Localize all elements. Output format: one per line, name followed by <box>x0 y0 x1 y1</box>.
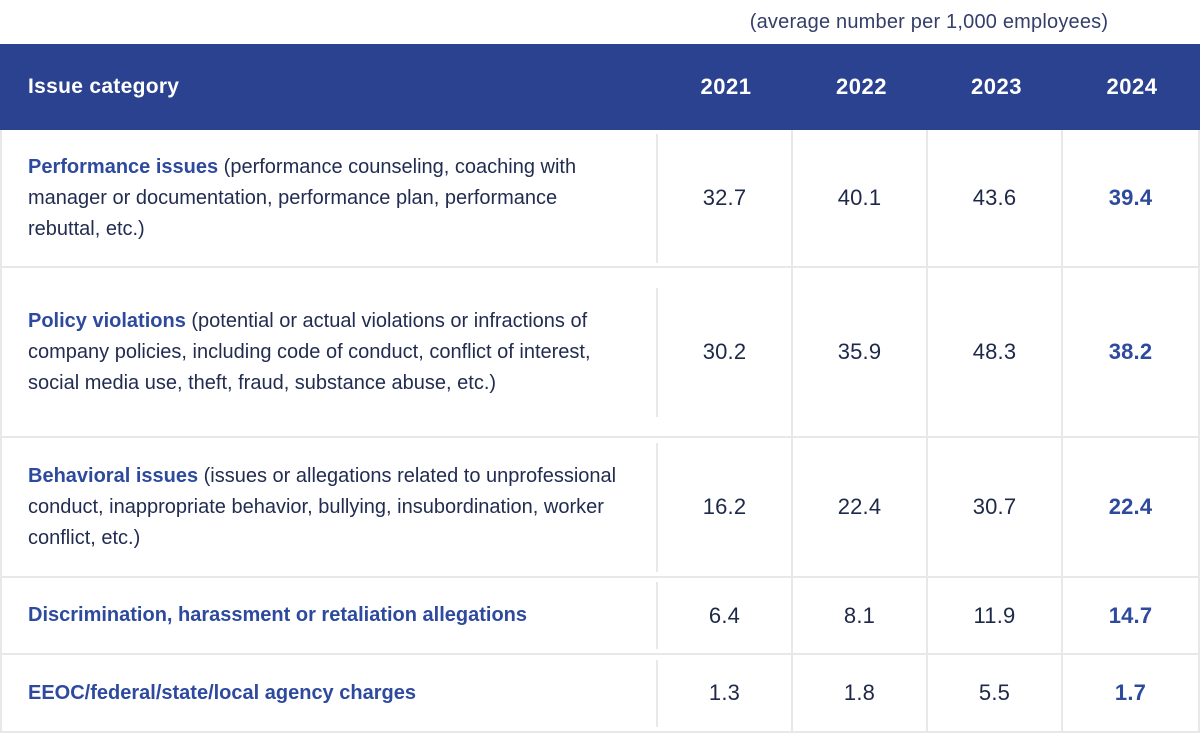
value-cell-2024: 14.7 <box>1108 602 1153 628</box>
value-cell-2021: 32.7 <box>658 130 793 266</box>
value-cell-2022: 8.1 <box>793 578 928 653</box>
value-cell-2023: 43.6 <box>928 130 1063 266</box>
value-cell-2022: 40.1 <box>793 130 928 266</box>
value-cell-2023: 30.7 <box>928 438 1063 576</box>
value-cell-2022: 1.8 <box>793 655 928 731</box>
table-header-row: Issue category 2021 2022 2023 2024 <box>0 44 1200 130</box>
column-header-year-2023: 2023 <box>971 74 1022 99</box>
value-cell-2021: 6.4 <box>658 578 793 653</box>
category-cell: Performance issues (performance counseli… <box>2 133 658 263</box>
category-cell: EEOC/federal/state/local agency charges <box>2 659 658 727</box>
value-cell-2021: 30.2 <box>658 268 793 436</box>
category-description: (performance counseling, coaching with m… <box>28 155 577 240</box>
category-cell: Behavioral issues (issues or allegations… <box>2 442 658 572</box>
column-header-issue-category: Issue category <box>28 75 180 98</box>
category-cell: Discrimination, harassment or retaliatio… <box>2 582 658 649</box>
column-header-year-2024: 2024 <box>1106 74 1158 99</box>
caption-strip: (average number per 1,000 employees) <box>0 0 1200 44</box>
category-cell: Policy violations (potential or actual v… <box>2 287 658 417</box>
value-cell-2023: 11.9 <box>928 578 1063 653</box>
table-caption: (average number per 1,000 employees) <box>749 10 1109 33</box>
category-title: Policy violations <box>28 309 186 332</box>
value-cell-2023: 5.5 <box>928 655 1063 731</box>
category-title: EEOC/federal/state/local agency charges <box>28 681 416 704</box>
table-row-performance-issues: Performance issues (performance counseli… <box>2 130 1198 268</box>
table-row-policy-violations: Policy violations (potential or actual v… <box>2 268 1198 438</box>
category-description: (issues or allegations related to unprof… <box>28 464 617 549</box>
category-title: Performance issues <box>28 155 219 178</box>
column-header-year-2021: 2021 <box>700 74 752 99</box>
category-title: Discrimination, harassment or retaliatio… <box>28 604 528 626</box>
value-cell-2024: 1.7 <box>1114 680 1147 705</box>
category-title: Behavioral issues <box>28 464 199 487</box>
table-row-behavioral-issues: Behavioral issues (issues or allegations… <box>2 438 1198 578</box>
table-row-discrimination-allegations: Discrimination, harassment or retaliatio… <box>2 578 1198 655</box>
value-cell-2024: 38.2 <box>1108 339 1153 364</box>
value-cell-2023: 48.3 <box>928 268 1063 436</box>
value-cell-2022: 22.4 <box>793 438 928 576</box>
value-cell-2021: 16.2 <box>658 438 793 576</box>
value-cell-2024: 22.4 <box>1108 494 1153 519</box>
table-row-eeoc-agency-charges: EEOC/federal/state/local agency charges … <box>2 655 1198 731</box>
table-body: Performance issues (performance counseli… <box>0 130 1200 733</box>
value-cell-2024: 39.4 <box>1108 185 1153 210</box>
category-description: (potential or actual violations or infra… <box>28 309 591 394</box>
value-cell-2021: 1.3 <box>658 655 793 731</box>
value-cell-2022: 35.9 <box>793 268 928 436</box>
column-header-year-2022: 2022 <box>836 74 887 99</box>
